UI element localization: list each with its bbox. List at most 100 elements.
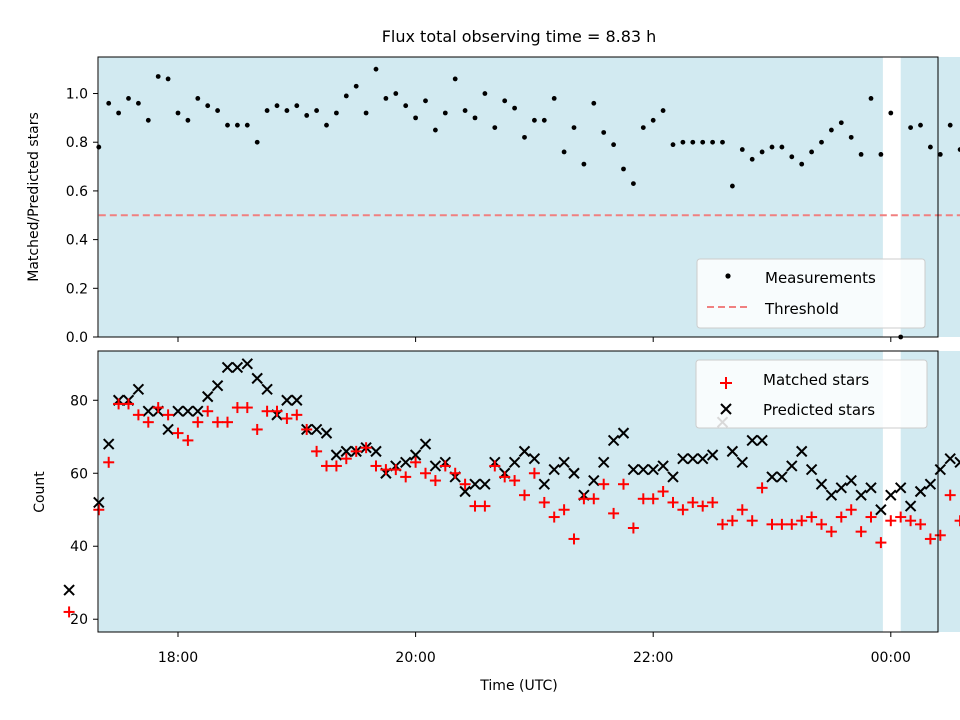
- predicted-stars-point: [588, 474, 600, 487]
- predicted-stars-point: [142, 405, 155, 417]
- measurement-point: [918, 122, 923, 128]
- matched-stars-point: [202, 405, 214, 417]
- measurement-point: [205, 103, 211, 109]
- predicted-stars-point: [459, 485, 471, 498]
- matched-stars-point: [123, 398, 134, 410]
- predicted-stars-point: [766, 471, 778, 483]
- matched-stars-point: [707, 496, 719, 508]
- measurement-point: [314, 108, 319, 113]
- predicted-stars-point: [815, 478, 828, 490]
- matched-stars-point: [162, 409, 174, 421]
- measurement-point: [512, 105, 517, 111]
- measurement-point: [235, 122, 240, 128]
- matched-stars-point: [806, 511, 818, 523]
- predicted-stars-point: [93, 496, 105, 509]
- matched-stars-point: [429, 475, 441, 487]
- predicted-stars-point: [855, 489, 867, 501]
- matched-stars-point: [212, 416, 224, 428]
- predicted-stars-point: [231, 361, 244, 374]
- measurement-point: [96, 144, 102, 150]
- legend-measurements-marker: [725, 273, 731, 279]
- predicted-stars-point: [291, 394, 303, 406]
- y-tick-label: 0.8: [66, 135, 88, 151]
- measurement-point: [739, 147, 745, 152]
- predicted-stars-point: [885, 489, 897, 501]
- predicted-stars-point: [954, 456, 960, 469]
- predicted-stars-point: [914, 485, 927, 498]
- y-tick-label: 80: [70, 393, 88, 409]
- measurement-point: [165, 76, 171, 82]
- predicted-stars-point: [281, 394, 293, 406]
- predicted-stars-point: [647, 463, 659, 476]
- matched-stars-point: [489, 460, 501, 472]
- legend-predicted-label: Predicted stars: [763, 401, 875, 419]
- predicted-stars-point: [657, 460, 669, 472]
- measurement-point: [363, 110, 369, 116]
- measurement-point: [492, 125, 498, 131]
- matched-stars-point: [410, 456, 422, 468]
- predicted-stars-point: [944, 452, 956, 465]
- predicted-stars-point: [211, 379, 224, 392]
- measurement-point: [809, 149, 814, 155]
- measurement-point: [779, 144, 785, 150]
- predicted-stars-point: [875, 504, 887, 516]
- measurement-point: [343, 93, 349, 99]
- predicted-stars-point: [786, 460, 798, 472]
- matched-stars-point: [301, 423, 313, 435]
- matched-stars-point: [657, 486, 669, 497]
- matched-stars-point: [281, 413, 293, 425]
- matched-stars-point: [439, 460, 451, 472]
- measurement-point: [730, 183, 735, 189]
- matched-stars-point: [895, 511, 907, 523]
- matched-stars-point: [350, 445, 362, 457]
- matched-stars-point: [736, 504, 748, 516]
- matched-stars-point: [231, 402, 243, 414]
- matched-stars-point: [766, 518, 778, 530]
- measurement-point: [650, 117, 656, 123]
- measurement-point: [225, 122, 230, 128]
- matched-stars-point: [756, 482, 768, 494]
- matched-stars-point: [598, 478, 610, 490]
- predicted-stars-point: [865, 482, 877, 494]
- predicted-stars-point: [756, 434, 768, 447]
- predicted-stars-point: [667, 471, 679, 483]
- measurement-point: [254, 139, 260, 145]
- measurement-point: [334, 110, 339, 116]
- measurement-point: [442, 110, 448, 116]
- matched-stars-point: [845, 504, 857, 516]
- predicted-stars-point: [251, 372, 263, 385]
- measurement-point: [591, 100, 597, 106]
- matched-stars-point: [726, 515, 738, 527]
- predicted-stars-point: [597, 456, 610, 469]
- chart-title: Flux total observing time = 8.83 h: [382, 27, 657, 46]
- measurement-point: [126, 95, 131, 101]
- measurement-point: [947, 122, 953, 128]
- matched-stars-point: [637, 493, 649, 505]
- predicted-stars-point: [726, 445, 739, 458]
- measurement-point: [601, 130, 607, 135]
- predicted-stars-point: [617, 427, 630, 439]
- legend-measurements-label: Measurements: [765, 269, 876, 287]
- measurement-point: [423, 98, 428, 104]
- matched-stars-point: [519, 489, 530, 501]
- predicted-stars-point: [538, 478, 551, 490]
- matched-stars-point: [816, 518, 827, 530]
- predicted-stars-point: [746, 434, 758, 447]
- predicted-stars-point: [508, 456, 521, 469]
- matched-stars-point: [321, 460, 332, 472]
- matched-stars-point: [944, 489, 956, 501]
- measurement-point: [581, 161, 587, 167]
- matched-stars-point: [479, 500, 491, 512]
- x-tick-label: 18:00: [158, 650, 198, 666]
- measurement-point: [185, 117, 191, 123]
- measurement-point: [264, 108, 270, 113]
- measurement-point: [433, 127, 438, 133]
- matched-stars-point: [449, 467, 461, 479]
- measurement-point: [561, 149, 567, 155]
- predicted-stars-point: [182, 405, 194, 417]
- count-points: [63, 358, 960, 618]
- top-plot-frame: [97, 56, 939, 338]
- measurement-point: [908, 125, 913, 131]
- matched-stars-point: [152, 402, 164, 414]
